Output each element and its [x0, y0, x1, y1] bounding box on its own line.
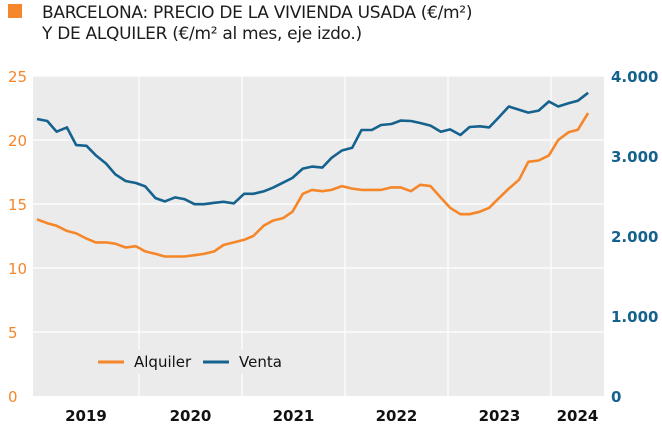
x-axis-tick-label: 2019: [65, 407, 107, 425]
series-line-alquiler: [36, 112, 590, 258]
left-axis-tick-label: 5: [8, 324, 18, 342]
x-axis-tick-label: 2021: [273, 407, 315, 425]
x-axis-tick-label: 2022: [376, 407, 418, 425]
right-axis-tick-label: 3.000: [611, 148, 658, 166]
x-axis-tick-label: 2020: [170, 407, 212, 425]
x-axis-tick-label: 2023: [479, 407, 521, 425]
title-line-2: Y DE ALQUILER (€/m² al mes, eje izdo.): [42, 24, 362, 44]
right-axis-tick-label: 4.000: [611, 68, 658, 86]
legend-label-alquiler: Alquiler: [134, 353, 192, 371]
left-axis-tick-label: 15: [8, 196, 27, 214]
chart-title: BARCELONA: PRECIO DE LA VIVIENDA USADA (…: [42, 3, 472, 45]
left-axis-tick-label: 20: [8, 132, 27, 150]
legend-label-venta: Venta: [239, 353, 282, 371]
left-axis-tick-label: 0: [8, 388, 18, 406]
right-axis-tick-label: 1.000: [611, 308, 658, 326]
x-axis-tick-label: 2024: [557, 407, 599, 425]
left-axis-tick-label: 25: [8, 68, 27, 86]
series-line-venta: [36, 91, 589, 206]
plot-area: [33, 76, 604, 396]
right-axis-tick-label: 0: [611, 388, 621, 406]
right-axis-tick-label: 2.000: [611, 228, 658, 246]
left-axis-tick-label: 10: [8, 260, 27, 278]
title-line-1: BARCELONA: PRECIO DE LA VIVIENDA USADA (…: [42, 3, 473, 23]
title-square-marker: [8, 4, 22, 18]
